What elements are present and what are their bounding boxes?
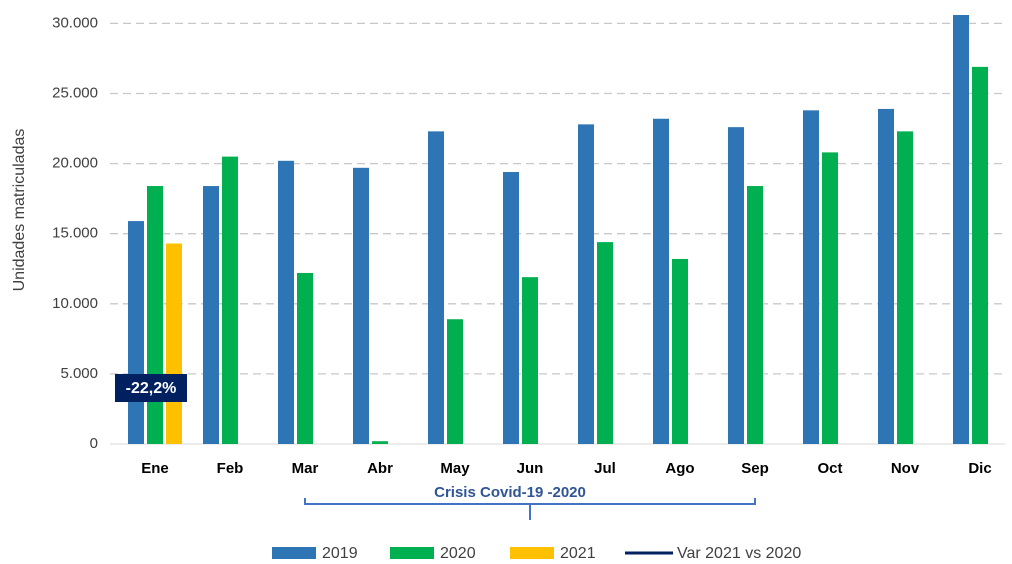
y-axis-label: Unidades matriculadas xyxy=(11,129,28,292)
bar xyxy=(297,272,313,444)
bar xyxy=(822,152,838,444)
bar xyxy=(747,186,763,444)
bar xyxy=(147,186,163,444)
legend-label: 2021 xyxy=(560,545,596,562)
y-tick-label: 20.000 xyxy=(52,155,98,172)
bar xyxy=(503,172,519,445)
legend-swatch xyxy=(390,547,434,559)
bar xyxy=(953,15,969,444)
bar xyxy=(653,118,669,445)
bar xyxy=(447,319,463,444)
bar xyxy=(897,131,913,445)
y-tick-label: 10.000 xyxy=(52,295,98,312)
bar xyxy=(372,441,388,444)
bar xyxy=(222,156,238,445)
legend-swatch xyxy=(510,547,554,559)
bar xyxy=(353,167,369,444)
x-tick-label: Abr xyxy=(367,460,393,477)
bar xyxy=(972,66,988,444)
bar xyxy=(728,127,744,444)
x-tick-label: Ene xyxy=(141,460,169,477)
legend-label: Var 2021 vs 2020 xyxy=(677,545,801,562)
x-tick-label: Nov xyxy=(891,460,920,477)
bar xyxy=(203,186,219,444)
x-tick-label: Sep xyxy=(741,460,769,477)
x-tick-label: Feb xyxy=(217,460,244,477)
y-tick-label: 15.000 xyxy=(52,225,98,242)
y-tick-label: 25.000 xyxy=(52,84,98,101)
legend-label: 2020 xyxy=(440,545,476,562)
y-tick-label: 30.000 xyxy=(52,14,98,31)
y-tick-label: 0 xyxy=(90,435,98,452)
bar xyxy=(803,110,819,444)
bar xyxy=(278,160,294,444)
bar xyxy=(166,243,182,444)
x-tick-label: Dic xyxy=(968,460,991,477)
x-tick-label: Oct xyxy=(817,460,842,477)
bar xyxy=(597,242,613,444)
annotation-bracket xyxy=(304,498,756,520)
x-tick-label: Jun xyxy=(517,460,544,477)
bar xyxy=(428,131,444,445)
annotation-text: Crisis Covid-19 -2020 xyxy=(434,484,586,501)
value-label-box xyxy=(115,374,187,402)
x-tick-label: Jul xyxy=(594,460,616,477)
legend-label: 2019 xyxy=(322,545,358,562)
bar xyxy=(578,124,594,445)
legend-swatch xyxy=(272,547,316,559)
x-tick-label: Ago xyxy=(665,460,694,477)
bar xyxy=(672,258,688,444)
y-tick-label: 5.000 xyxy=(60,365,98,382)
x-tick-label: May xyxy=(440,460,470,477)
bar xyxy=(128,221,144,444)
x-tick-label: Mar xyxy=(292,460,319,477)
value-label: -22,2% xyxy=(126,380,177,397)
bar xyxy=(522,277,538,444)
bar xyxy=(878,108,894,445)
